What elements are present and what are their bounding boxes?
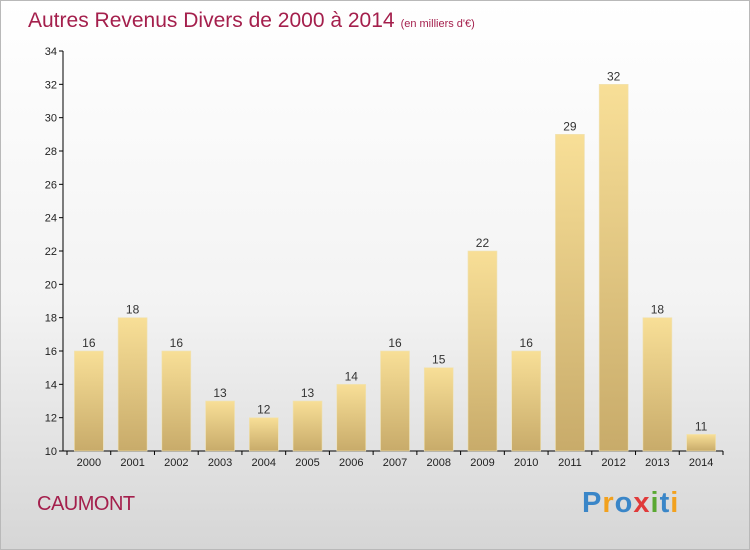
proxiti-logo: Proxiti [582,487,679,520]
y-tick-label: 14 [45,379,57,391]
chart-title-text: Autres Revenus Divers de 2000 à 2014 [28,9,395,32]
x-tick-label: 2001 [120,457,144,469]
logo-letter: o [614,487,634,519]
y-tick-label: 16 [45,346,57,358]
data-label-2014: 11 [695,419,708,433]
data-label-2003: 13 [213,386,227,400]
data-label-2012: 32 [607,69,621,83]
data-label-2000: 16 [82,336,96,350]
logo-letter: i [650,487,660,519]
data-label-2006: 14 [345,369,359,383]
x-tick-label: 2012 [601,457,625,469]
x-tick-label: 2007 [383,457,407,469]
data-label-2001: 18 [126,303,140,317]
bar-2006 [336,384,367,452]
bar-2009 [467,250,498,452]
y-tick-label: 22 [45,246,57,258]
logo-letter: i [670,487,680,519]
bar-2014 [686,434,716,452]
y-tick-label: 12 [45,413,57,425]
y-tick-label: 10 [45,446,57,458]
bar-2010 [511,350,542,452]
x-tick-label: 2013 [645,457,669,469]
y-tick-label: 18 [45,313,57,325]
bar-2008 [423,367,454,452]
data-label-2004: 12 [257,403,271,417]
data-label-2011: 29 [563,119,577,133]
y-tick-label: 30 [45,113,57,125]
bar-2004 [249,417,279,452]
bar-2002 [161,350,192,452]
chart-unit: (en milliers d'€) [400,18,475,30]
bar-2003 [205,400,235,452]
x-tick-label: 2006 [339,457,363,469]
y-tick-label: 24 [45,213,57,225]
bar-2000 [74,350,104,452]
y-tick-label: 32 [45,79,57,91]
data-label-2008: 15 [432,353,446,367]
x-tick-label: 2009 [470,457,494,469]
x-tick-label: 2008 [426,457,450,469]
x-tick-label: 2011 [558,457,582,469]
data-label-2007: 16 [388,336,402,350]
x-tick-label: 2005 [295,457,319,469]
y-tick-label: 20 [45,279,57,291]
logo-letter: r [602,487,615,519]
y-tick-label: 28 [45,146,57,158]
chart-title: Autres Revenus Divers de 2000 à 2014 (en … [28,9,475,33]
x-tick-label: 2014 [689,457,713,469]
x-tick-label: 2000 [77,457,101,469]
logo-letter: P [582,487,603,519]
bar-2012 [598,84,629,452]
data-label-2013: 18 [651,303,665,317]
data-label-2010: 16 [520,336,534,350]
bar-2013 [642,317,673,452]
bar-2001 [117,317,148,452]
x-tick-label: 2002 [164,457,188,469]
bar-2007 [380,350,410,452]
x-tick-label: 2003 [208,457,232,469]
bar-2005 [292,400,323,452]
x-tick-label: 2004 [252,457,276,469]
x-tick-label: 2010 [514,457,538,469]
place-name: CAUMONT [37,493,135,515]
data-label-2009: 22 [476,236,490,250]
logo-letter: t [659,487,671,519]
bar-2011 [555,134,585,452]
y-tick-label: 34 [45,46,57,58]
y-tick-label: 26 [45,179,57,191]
data-label-2002: 16 [170,336,184,350]
data-label-2005: 13 [301,386,315,400]
bar-chart: 10 12 14 16 18 20 22 24 26 28 30 32 34 2000 16 2001 18 2… [45,46,724,469]
logo-letter: x [633,487,651,519]
